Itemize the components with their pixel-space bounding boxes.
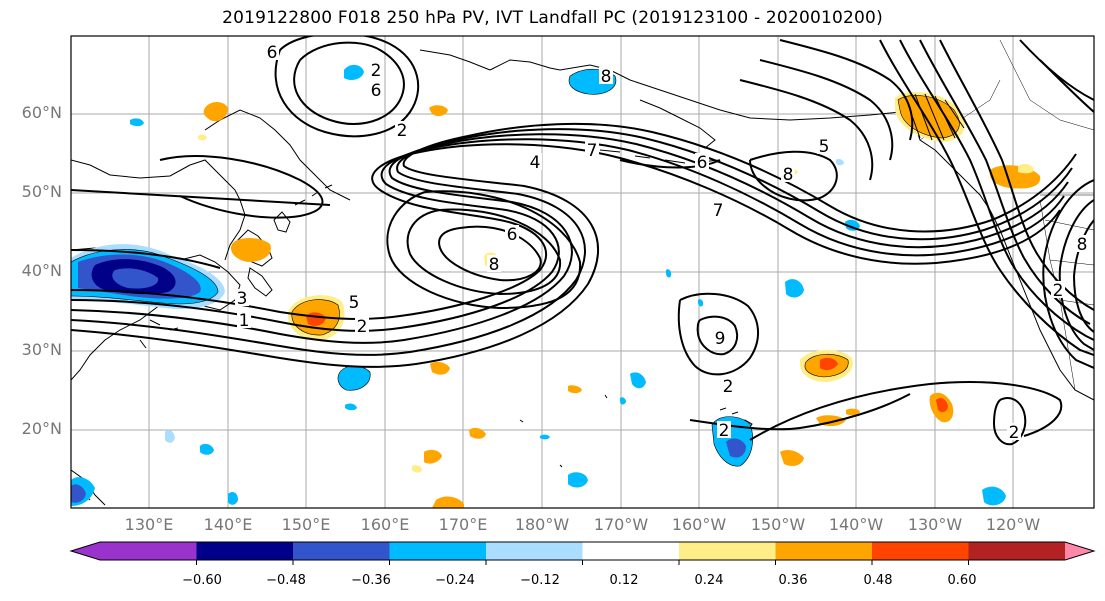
colorbar-tick-6: 0.12 [609, 573, 639, 588]
contour-label: 1 [239, 311, 250, 331]
contour-label: 5 [349, 293, 360, 313]
lon-label-170w: 170°W [593, 515, 649, 534]
contour-label: 2 [1009, 423, 1020, 443]
lon-label-120w: 120°W [985, 515, 1041, 534]
lon-label-130e: 130°E [124, 515, 174, 534]
colorbar-cell [486, 542, 583, 560]
map-frame [70, 35, 1095, 509]
lon-label-150e: 150°E [281, 515, 331, 534]
colorbar-cell [100, 542, 197, 560]
contour-label: 8 [601, 67, 612, 87]
contour-label: 8 [1077, 235, 1088, 255]
colorbar-cell [389, 542, 487, 560]
colorbar-tick-5: −0.12 [520, 573, 560, 588]
map-title: 2019122800 F018 250 hPa PV, IVT Landfall… [222, 8, 883, 28]
lon-label-180w: 180°W [514, 515, 570, 534]
colorbar [69, 541, 1096, 565]
contour-label: 2 [357, 317, 368, 337]
lat-label-60n: 60°N [21, 103, 62, 122]
lon-label-150w: 150°W [750, 515, 806, 534]
contour-label: 2 [397, 121, 408, 141]
contour-label: 8 [489, 255, 500, 275]
lat-label-20n: 20°N [21, 419, 62, 438]
colorbar-cell [293, 542, 390, 560]
colorbar-cell [679, 542, 776, 560]
colorbar-left-arrow [71, 542, 100, 560]
colorbar-cell [968, 542, 1066, 560]
contour-label: 6 [267, 43, 278, 63]
colorbar-tick-1: −0.60 [182, 573, 222, 588]
lon-label-160e: 160°E [360, 515, 410, 534]
contour-label: 4 [530, 153, 541, 173]
contour-label: 2 [1053, 281, 1064, 301]
contour-label: 9 [715, 329, 726, 349]
colorbar-tick-4: −0.24 [435, 573, 475, 588]
lon-label-140w: 140°W [828, 515, 884, 534]
colorbar-cell [872, 542, 969, 560]
lat-label-40n: 40°N [21, 261, 62, 280]
contour-label: 2 [719, 421, 730, 441]
contour-label: 6 [371, 81, 382, 101]
colorbar-cell [775, 542, 873, 560]
colorbar-cell [582, 542, 680, 560]
lat-label-30n: 30°N [21, 340, 62, 359]
contour-label: 2 [723, 377, 734, 397]
contour-label: 6 [697, 153, 708, 173]
colorbar-tick-7: 0.24 [694, 573, 724, 588]
colorbar-cell [196, 542, 294, 560]
pv-outlines [71, 68, 960, 467]
colorbar-tick-2: −0.48 [266, 573, 306, 588]
contour-label: 2 [371, 61, 382, 81]
lat-label-50n: 50°N [21, 182, 62, 201]
lon-label-140e: 140°E [203, 515, 253, 534]
colorbar-tick-10: 0.60 [947, 573, 977, 588]
contour-label: 7 [713, 201, 724, 221]
colorbar-tick-8: 0.36 [778, 573, 808, 588]
colorbar-tick-9: 0.48 [863, 573, 893, 588]
lon-label-160w: 160°W [671, 515, 727, 534]
colorbar-right-arrow [1065, 542, 1094, 560]
contour-label: 8 [783, 165, 794, 185]
contour-label: 5 [819, 137, 830, 157]
lon-label-130w: 130°W [907, 515, 963, 534]
lon-label-170e: 170°E [438, 515, 488, 534]
contour-label: 7 [587, 141, 598, 161]
contour-label: 6 [507, 225, 518, 245]
colorbar-tick-3: −0.36 [351, 573, 391, 588]
contour-label: 3 [237, 289, 248, 309]
